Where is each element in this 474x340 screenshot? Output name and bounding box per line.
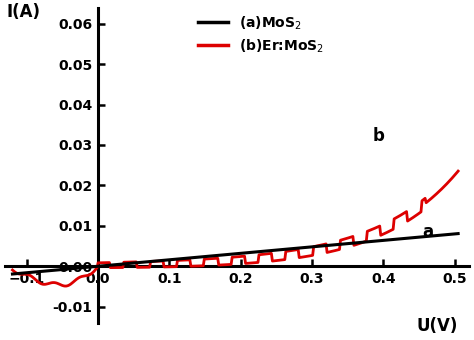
Text: I(A): I(A)	[7, 3, 41, 21]
Text: b: b	[373, 127, 384, 145]
Legend: (a)MoS$_2$, (b)Er:MoS$_2$: (a)MoS$_2$, (b)Er:MoS$_2$	[198, 15, 325, 55]
Text: a: a	[422, 223, 434, 241]
Text: U(V): U(V)	[417, 317, 458, 335]
